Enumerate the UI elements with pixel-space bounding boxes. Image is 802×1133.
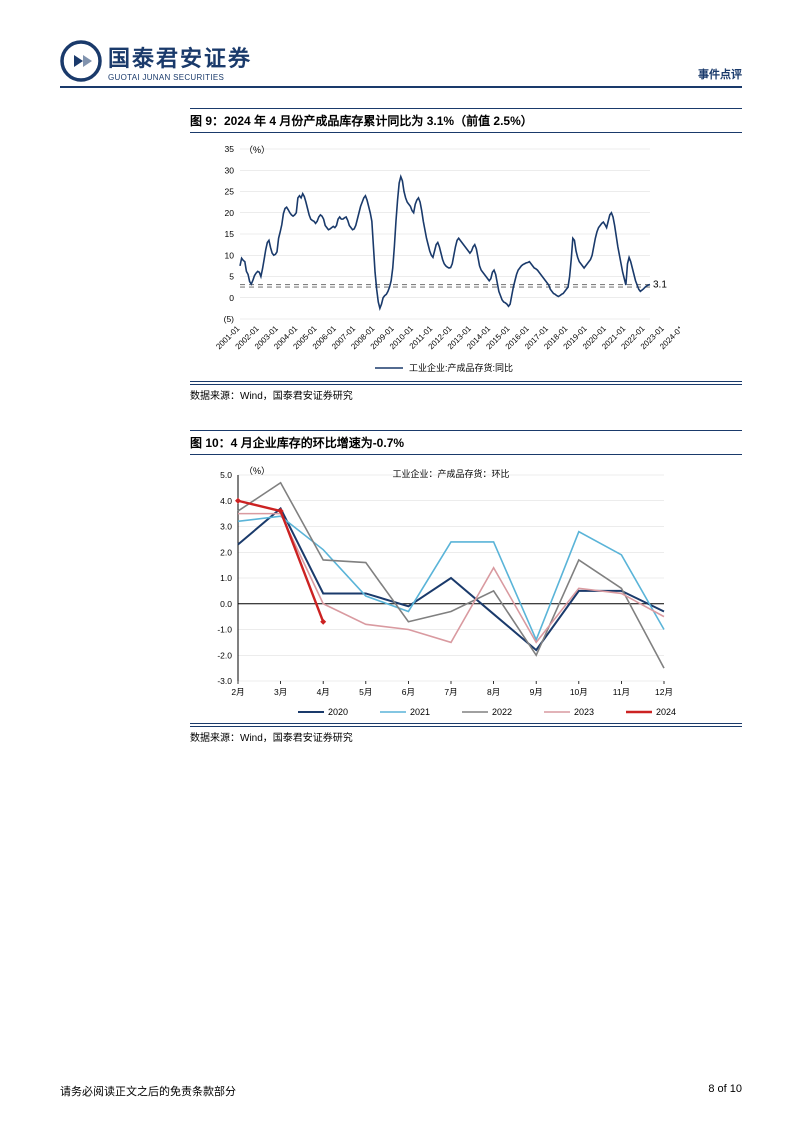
svg-text:6月: 6月 bbox=[402, 687, 415, 697]
svg-text:0.0: 0.0 bbox=[220, 599, 232, 609]
svg-text:2月: 2月 bbox=[231, 687, 244, 697]
svg-text:-2.0: -2.0 bbox=[217, 650, 232, 660]
svg-text:4.0: 4.0 bbox=[220, 496, 232, 506]
figure-9-title: 图 9：2024 年 4 月份产成品库存累计同比为 3.1%（前值 2.5%） bbox=[190, 108, 742, 133]
figure-9-chart: (5)05101520253035（%）2001-012002-012003-0… bbox=[190, 139, 742, 382]
svg-text:(5): (5) bbox=[224, 314, 235, 324]
svg-text:2024: 2024 bbox=[656, 707, 676, 717]
logo-name-cn: 国泰君安证券 bbox=[108, 41, 252, 73]
svg-text:（%）: （%） bbox=[244, 145, 270, 155]
page-header: 国泰君安证券 GUOTAI JUNAN SECURITIES 事件点评 bbox=[60, 40, 742, 88]
svg-text:10: 10 bbox=[225, 250, 235, 260]
svg-text:0: 0 bbox=[229, 293, 234, 303]
figure-10-source: 数据来源：Wind，国泰君安证券研究 bbox=[190, 726, 742, 744]
svg-text:2023: 2023 bbox=[574, 707, 594, 717]
svg-text:3.1: 3.1 bbox=[653, 280, 667, 291]
svg-text:8月: 8月 bbox=[487, 687, 500, 697]
logo-name-en: GUOTAI JUNAN SECURITIES bbox=[108, 73, 252, 82]
page-footer: 请务必阅读正文之后的免责条款部分 8 of 10 bbox=[60, 1083, 742, 1099]
svg-text:工业企业：产成品存货：环比: 工业企业：产成品存货：环比 bbox=[392, 468, 509, 479]
svg-text:9月: 9月 bbox=[530, 687, 543, 697]
svg-text:15: 15 bbox=[225, 229, 235, 239]
svg-text:（%）: （%） bbox=[244, 466, 270, 476]
svg-text:1.0: 1.0 bbox=[220, 573, 232, 583]
svg-text:5月: 5月 bbox=[359, 687, 372, 697]
svg-text:25: 25 bbox=[225, 187, 235, 197]
svg-text:4月: 4月 bbox=[317, 687, 330, 697]
footer-disclaimer: 请务必阅读正文之后的免责条款部分 bbox=[60, 1083, 236, 1099]
footer-page-number: 8 of 10 bbox=[708, 1083, 742, 1099]
svg-text:3月: 3月 bbox=[274, 687, 287, 697]
svg-text:3.0: 3.0 bbox=[220, 522, 232, 532]
svg-text:-3.0: -3.0 bbox=[217, 676, 232, 686]
svg-text:35: 35 bbox=[225, 144, 235, 154]
svg-text:12月: 12月 bbox=[655, 687, 673, 697]
figure-10-chart: -3.0 -2.0 -1.0 0.0 1.0 2.0 3.0 4.0 5.0 （%） 工业企业：产成… bbox=[190, 461, 742, 724]
svg-text:20: 20 bbox=[225, 208, 235, 218]
svg-text:2020: 2020 bbox=[328, 707, 348, 717]
figure-9-source: 数据来源：Wind，国泰君安证券研究 bbox=[190, 384, 742, 402]
svg-text:10月: 10月 bbox=[570, 687, 588, 697]
logo-icon bbox=[60, 40, 102, 82]
svg-text:-1.0: -1.0 bbox=[217, 625, 232, 635]
svg-text:2.0: 2.0 bbox=[220, 547, 232, 557]
figure-9-block: 图 9：2024 年 4 月份产成品库存累计同比为 3.1%（前值 2.5%） … bbox=[190, 108, 742, 402]
logo: 国泰君安证券 GUOTAI JUNAN SECURITIES bbox=[60, 40, 252, 82]
svg-text:2022: 2022 bbox=[492, 707, 512, 717]
svg-text:工业企业:产成品存货:同比: 工业企业:产成品存货:同比 bbox=[409, 362, 513, 373]
document-type: 事件点评 bbox=[698, 66, 742, 82]
svg-text:5: 5 bbox=[229, 272, 234, 282]
svg-text:7月: 7月 bbox=[444, 687, 457, 697]
svg-text:30: 30 bbox=[225, 165, 235, 175]
svg-text:5.0: 5.0 bbox=[220, 470, 232, 480]
figure-10-block: 图 10：4 月企业库存的环比增速为-0.7% -3.0 -2.0 -1.0 0.0 1… bbox=[190, 430, 742, 744]
figure-10-title: 图 10：4 月企业库存的环比增速为-0.7% bbox=[190, 430, 742, 455]
svg-text:2021: 2021 bbox=[410, 707, 430, 717]
svg-text:11月: 11月 bbox=[613, 687, 630, 697]
